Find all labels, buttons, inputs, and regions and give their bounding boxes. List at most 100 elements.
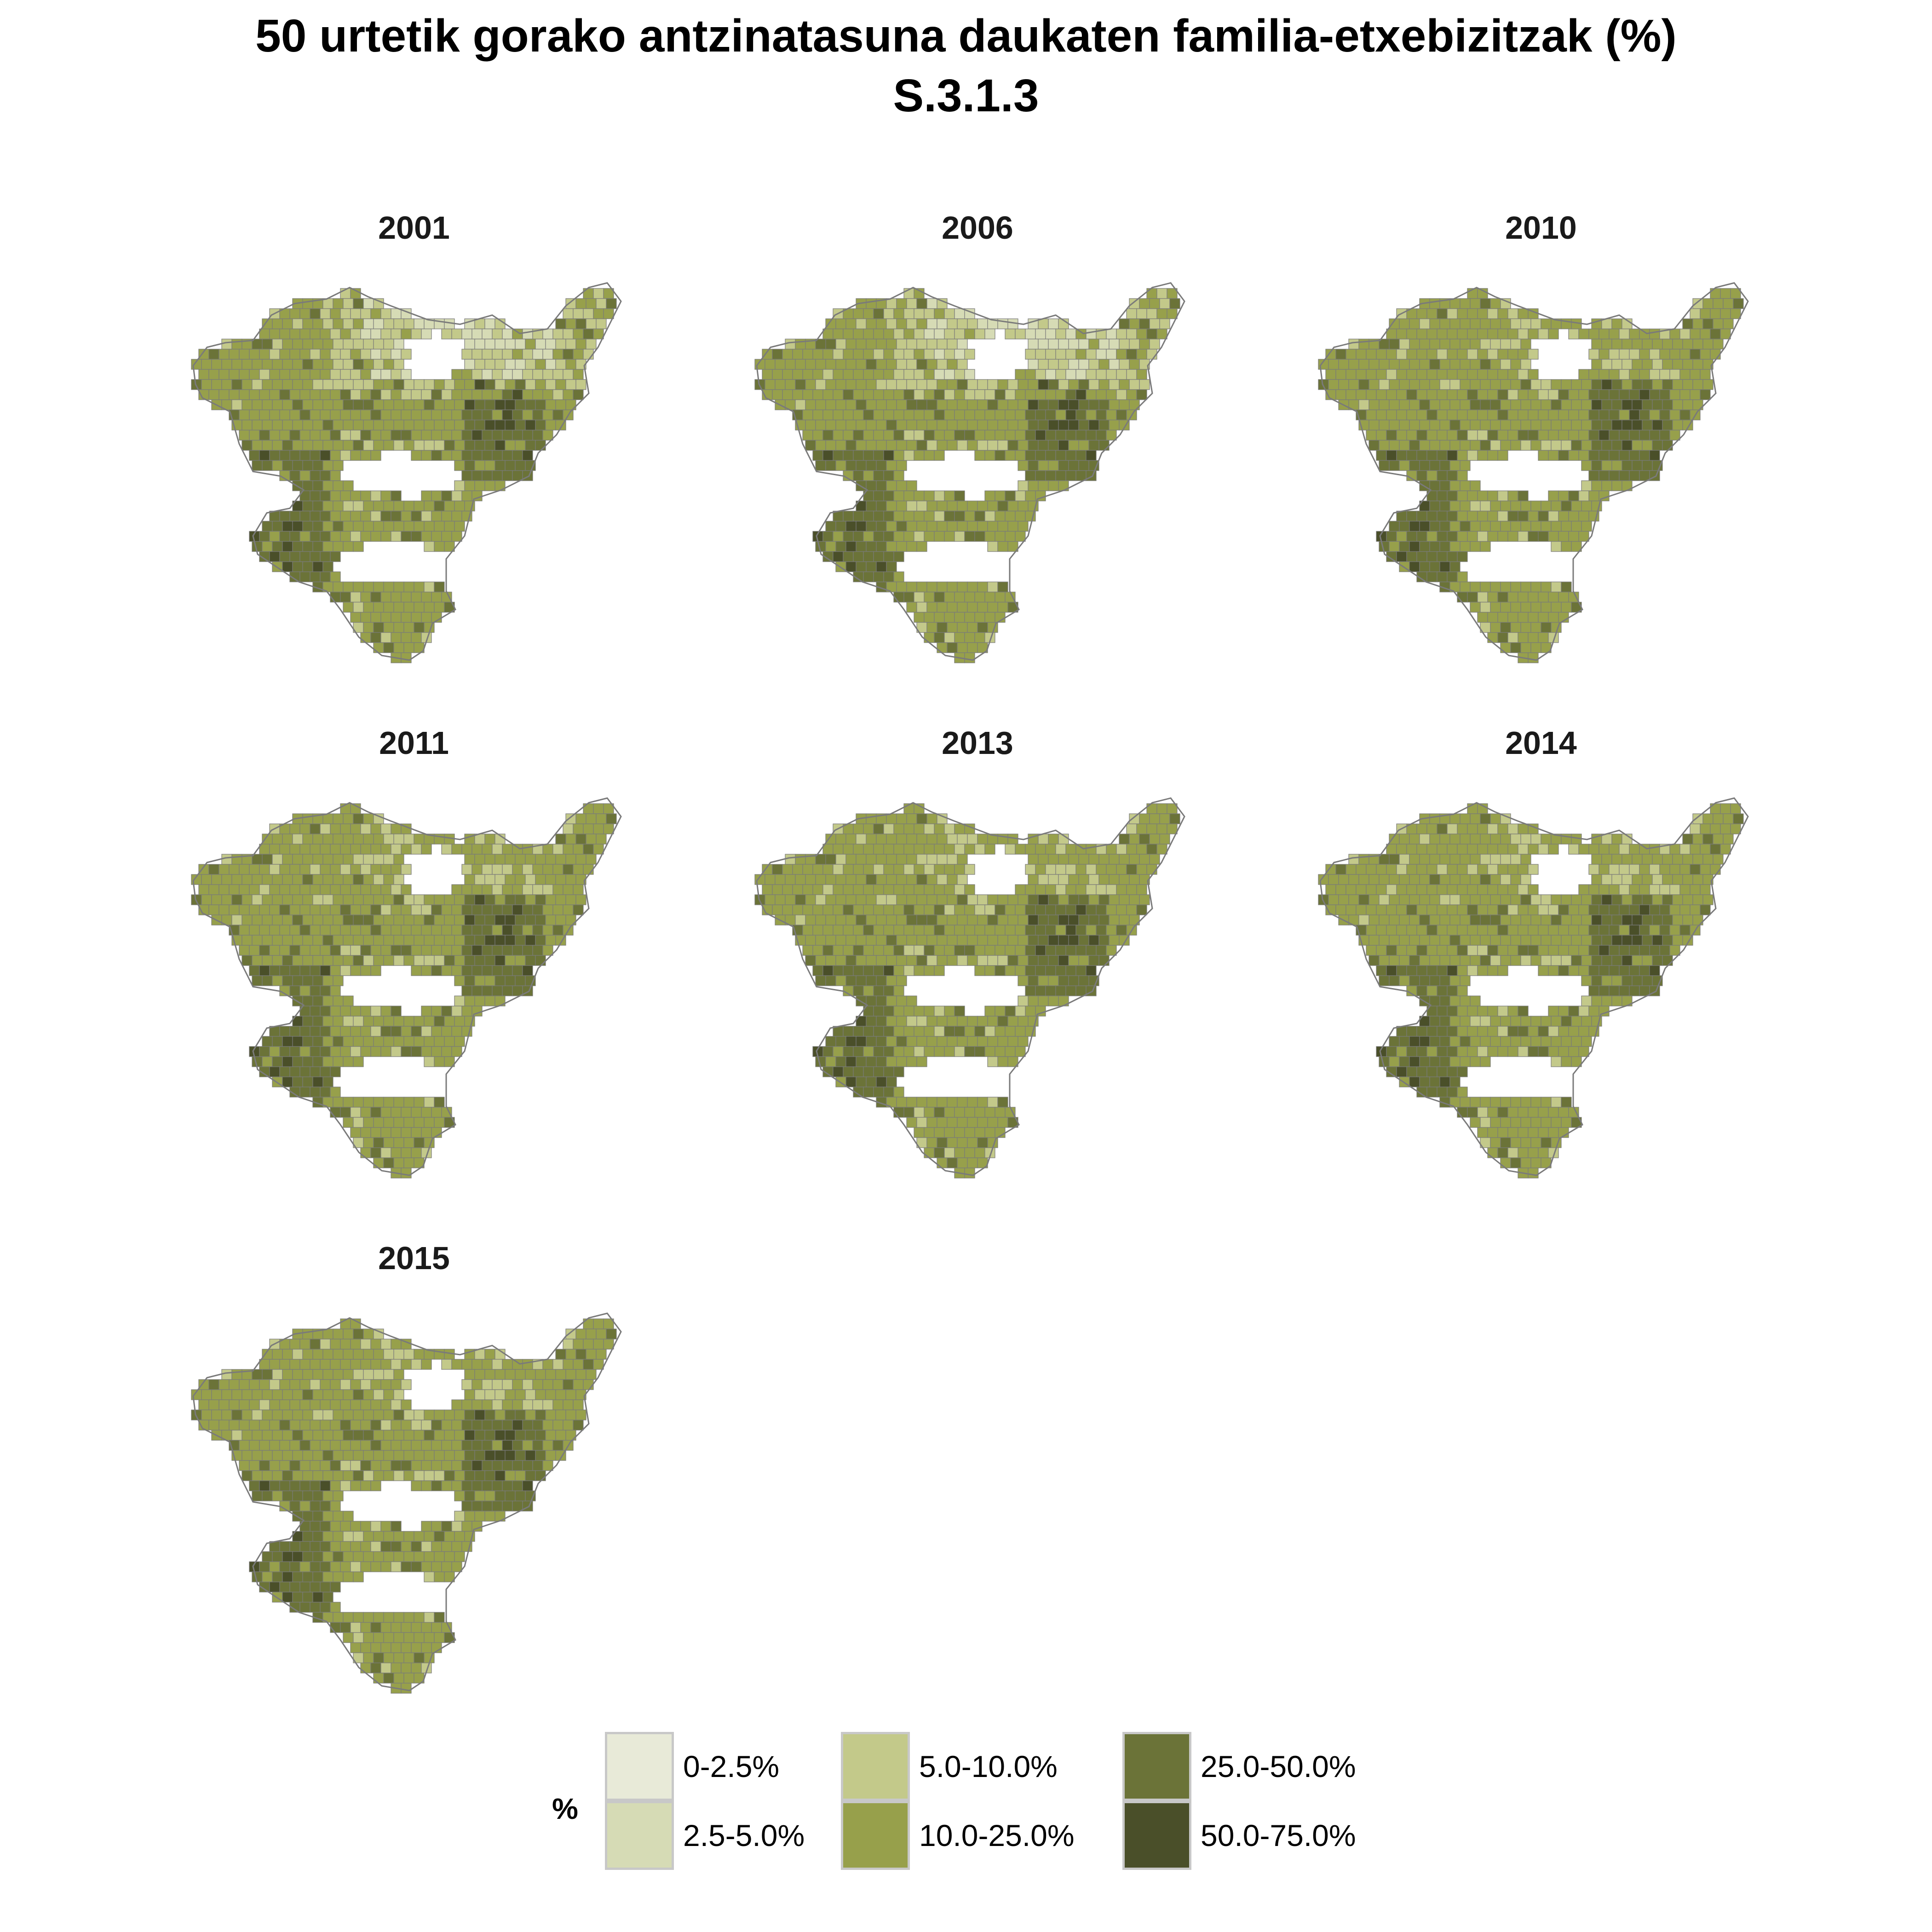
- municipality-cell: [1038, 420, 1049, 431]
- municipality-cell: [934, 1147, 945, 1158]
- municipality-cell: [1538, 389, 1549, 400]
- municipality-cell: [322, 500, 334, 512]
- municipality-cell: [1389, 460, 1400, 471]
- municipality-cell: [333, 1016, 344, 1027]
- municipality-cell: [1116, 884, 1127, 895]
- municipality-cell: [1538, 409, 1549, 420]
- municipality-cell: [1038, 935, 1049, 946]
- municipality-cell: [552, 349, 564, 360]
- municipality-cell: [279, 864, 290, 875]
- municipality-cell: [853, 389, 864, 400]
- municipality-cell: [482, 389, 493, 400]
- municipality-cell: [310, 1066, 321, 1077]
- municipality-cell: [833, 369, 844, 380]
- municipality-cell: [502, 1440, 513, 1451]
- municipality-cell: [964, 349, 975, 360]
- municipality-cell: [934, 1127, 945, 1138]
- municipality-cell: [320, 369, 331, 380]
- municipality-cell: [360, 1107, 371, 1118]
- municipality-cell: [565, 339, 576, 350]
- municipality-cell: [825, 460, 836, 471]
- municipality-cell: [302, 1349, 313, 1360]
- municipality-cell: [1672, 914, 1683, 926]
- municipality-cell: [299, 349, 310, 360]
- municipality-cell: [916, 541, 927, 552]
- municipality-cell: [1088, 894, 1099, 905]
- municipality-cell: [944, 531, 955, 542]
- municipality-cell: [1568, 490, 1579, 501]
- municipality-cell: [1406, 945, 1417, 956]
- municipality-cell: [1399, 440, 1410, 451]
- municipality-cell: [1548, 1107, 1559, 1118]
- municipality-cell: [1598, 985, 1610, 996]
- municipality-cell: [484, 935, 495, 946]
- municipality-cell: [282, 379, 293, 390]
- municipality-cell: [1358, 399, 1369, 410]
- municipality-cell: [792, 864, 803, 875]
- municipality-cell: [1447, 904, 1458, 915]
- municipality-cell: [1510, 622, 1521, 633]
- municipality-cell: [947, 834, 958, 845]
- municipality-cell: [947, 602, 958, 613]
- municipality-cell: [472, 470, 483, 481]
- municipality-cell: [603, 1339, 614, 1350]
- municipality-cell: [1379, 440, 1390, 451]
- municipality-cell: [583, 823, 594, 834]
- municipality-cell: [1520, 359, 1531, 370]
- municipality-cell: [987, 581, 998, 592]
- municipality-cell: [1520, 1137, 1531, 1148]
- municipality-cell: [535, 440, 546, 451]
- municipality-cell: [1437, 864, 1448, 875]
- municipality-cell: [876, 541, 887, 552]
- municipality-cell: [1126, 864, 1137, 875]
- municipality-cell: [573, 1399, 584, 1410]
- municipality-cell: [330, 884, 341, 895]
- municipality-cell: [259, 409, 270, 420]
- municipality-cell: [896, 955, 907, 966]
- municipality-cell: [343, 541, 354, 552]
- municipality-cell: [333, 339, 344, 350]
- municipality-cell: [322, 318, 334, 329]
- municipality-cell: [330, 389, 341, 400]
- municipality-cell: [535, 399, 546, 410]
- municipality-cell: [883, 349, 894, 360]
- municipality-cell: [411, 1026, 422, 1037]
- municipality-cell: [1035, 328, 1046, 339]
- municipality-cell: [484, 1430, 495, 1441]
- municipality-cell: [903, 490, 914, 501]
- municipality-cell: [1609, 450, 1620, 461]
- municipality-cell: [853, 511, 864, 522]
- municipality-cell: [863, 965, 874, 976]
- municipality-cell: [262, 1036, 273, 1047]
- municipality-cell: [1457, 349, 1468, 360]
- municipality-cell: [312, 1349, 323, 1360]
- municipality-cell: [967, 622, 978, 633]
- municipality-cell: [987, 1016, 998, 1027]
- municipality-cell: [299, 1480, 310, 1491]
- municipality-cell: [1710, 349, 1721, 360]
- municipality-cell: [231, 914, 242, 926]
- municipality-cell: [1078, 955, 1089, 966]
- municipality-cell: [1078, 894, 1089, 905]
- municipality-cell: [1460, 854, 1471, 865]
- municipality-cell: [552, 884, 564, 895]
- municipality-cell: [1389, 1056, 1400, 1067]
- municipality-cell: [1106, 349, 1117, 360]
- municipality-cell: [1490, 521, 1501, 532]
- municipality-cell: [934, 592, 945, 603]
- municipality-cell: [353, 874, 364, 885]
- municipality-cell: [472, 965, 483, 976]
- municipality-cell: [401, 925, 412, 936]
- municipality-cell: [1551, 541, 1562, 552]
- municipality-cell: [1500, 399, 1511, 410]
- municipality-cell: [1449, 1016, 1460, 1027]
- map-panel-2011: 2011: [161, 724, 667, 1184]
- municipality-cell: [472, 389, 483, 400]
- municipality-cell: [1467, 1046, 1478, 1057]
- municipality-cell: [835, 1056, 846, 1067]
- municipality-cell: [370, 409, 381, 420]
- municipality-cell: [505, 955, 516, 966]
- municipality-cell: [515, 1470, 526, 1481]
- municipality-cell: [292, 339, 303, 350]
- municipality-cell: [292, 1389, 303, 1400]
